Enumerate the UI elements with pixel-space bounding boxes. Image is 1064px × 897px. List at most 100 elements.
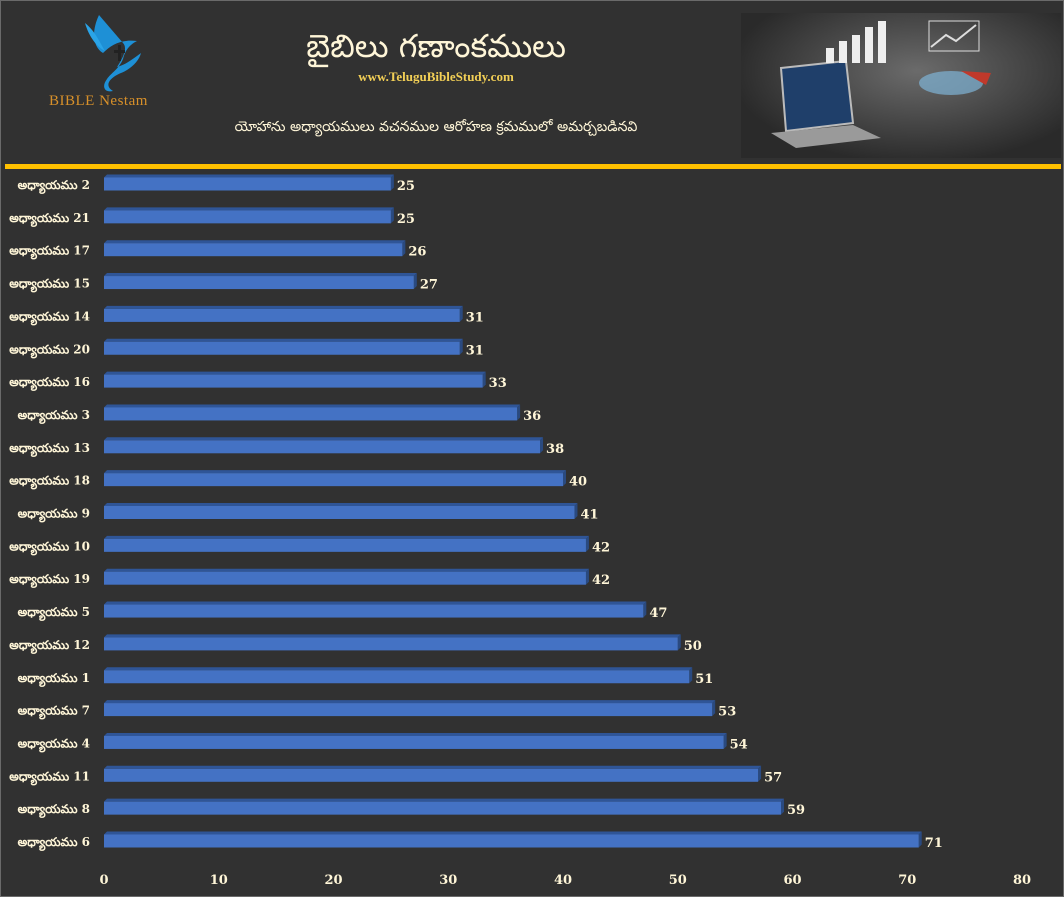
bar	[104, 604, 644, 618]
bar	[104, 374, 483, 388]
bar-side-face	[402, 240, 406, 257]
bar	[104, 571, 586, 585]
bar-side-face	[585, 535, 589, 552]
laptop-chart-illustration	[771, 20, 991, 148]
bar-side-face	[574, 503, 578, 519]
website-link[interactable]: www.TeluguBibleStudy.com	[358, 69, 514, 84]
bar-top-face	[104, 503, 578, 506]
bar-top-face	[104, 338, 463, 342]
category-label: అధ్యాయము 21	[9, 211, 90, 227]
bar	[104, 670, 690, 684]
category-label: అధ్యాయము 19	[9, 572, 90, 588]
category-label: అధ్యాయము 6	[18, 835, 90, 851]
bar	[104, 210, 391, 224]
data-label: 71	[925, 836, 943, 851]
category-label: అధ్యాయము 10	[9, 539, 90, 555]
bar-side-face	[563, 470, 566, 487]
data-label: 41	[580, 508, 598, 523]
x-tick-label: 50	[669, 873, 687, 888]
bar-top-face	[104, 667, 693, 671]
bar-top-face	[104, 831, 922, 835]
bar-top-face	[104, 273, 417, 277]
bar-chart: అధ్యాయము 2 25 అధ్యాయము 21 25 అధ్యాయము 17 26 అధ…	[9, 174, 1031, 888]
bar	[104, 440, 541, 454]
category-label: అధ్యాయము 13	[9, 441, 90, 457]
category-label: అధ్యాయము 14	[9, 309, 90, 325]
category-label: అధ్యాయము 5	[18, 605, 90, 621]
data-label: 33	[489, 376, 507, 391]
x-tick-label: 10	[210, 873, 228, 888]
category-label: అధ్యాయము 17	[9, 244, 90, 260]
data-label: 38	[546, 442, 564, 457]
bar	[104, 735, 724, 749]
bar-top-face	[104, 700, 716, 704]
category-label: అధ్యాయము 11	[9, 769, 90, 785]
x-tick-label: 0	[99, 873, 108, 888]
data-label: 31	[466, 310, 484, 325]
data-label: 59	[787, 803, 805, 818]
bar-side-face	[712, 700, 716, 717]
bar-top-face	[104, 535, 589, 539]
x-tick-label: 40	[554, 873, 572, 888]
bar-top-face	[104, 568, 589, 572]
bar-side-face	[459, 305, 463, 322]
bar-top-face	[104, 798, 785, 802]
bar	[104, 243, 403, 257]
bar-top-face	[104, 470, 566, 474]
page-title: బైబిలు గణాంకములు	[306, 27, 566, 65]
bar-side-face	[482, 371, 486, 388]
x-tick-label: 60	[783, 873, 801, 888]
bar	[104, 407, 518, 421]
bar-top-face	[104, 174, 394, 178]
bar-top-face	[104, 765, 762, 769]
bar	[104, 768, 759, 782]
category-label: అధ్యాయము 7	[18, 704, 90, 720]
category-label: అధ్యాయము 18	[9, 474, 90, 490]
bar	[104, 703, 713, 717]
bar-top-face	[104, 305, 463, 309]
x-tick-label: 70	[898, 873, 916, 888]
laptop-analytics-image	[741, 13, 1061, 158]
data-label: 27	[420, 278, 438, 293]
data-label: 54	[730, 737, 748, 752]
data-label: 47	[649, 606, 667, 621]
bar-side-face	[677, 634, 681, 651]
bar-side-face	[723, 732, 727, 749]
bar-top-face	[104, 207, 394, 211]
data-label: 42	[592, 573, 610, 588]
data-label: 51	[695, 672, 713, 687]
bar	[104, 308, 460, 322]
yellow-divider	[5, 164, 1061, 169]
bar-side-face	[413, 273, 417, 290]
bar-side-face	[781, 798, 785, 815]
bar-top-face	[104, 601, 647, 605]
bible-nestam-logo	[41, 7, 181, 122]
bar	[104, 506, 575, 519]
data-label: 42	[592, 540, 610, 555]
bar-side-face	[390, 207, 394, 224]
bar-side-face	[585, 568, 589, 585]
category-label: అధ్యాయము 15	[9, 277, 90, 293]
dove-hand-icon	[85, 15, 141, 92]
category-label: అధ్యాయము 1	[18, 671, 90, 687]
category-label: అధ్యాయము 12	[9, 638, 90, 654]
data-label: 36	[523, 409, 541, 424]
bar	[104, 276, 414, 290]
chart-subtitle: యోహాను అధ్యాయములు వచనముల ఆరోహణ క్రమములో …	[234, 119, 638, 135]
data-label: 53	[718, 705, 736, 720]
data-label: 25	[397, 179, 415, 194]
bar-top-face	[104, 732, 727, 736]
data-label: 57	[764, 770, 782, 785]
category-label: అధ్యాయము 2	[18, 178, 90, 194]
category-label: అధ్యాయము 8	[18, 802, 90, 818]
bar	[104, 473, 563, 487]
bar	[104, 637, 678, 651]
bar	[104, 341, 460, 355]
bar-top-face	[104, 437, 544, 441]
data-label: 50	[684, 639, 702, 654]
category-label: అధ్యాయము 3	[18, 408, 90, 424]
bar	[104, 834, 919, 848]
category-label: అధ్యాయము 16	[9, 375, 90, 391]
data-label: 25	[397, 212, 415, 227]
bar-top-face	[104, 634, 681, 638]
